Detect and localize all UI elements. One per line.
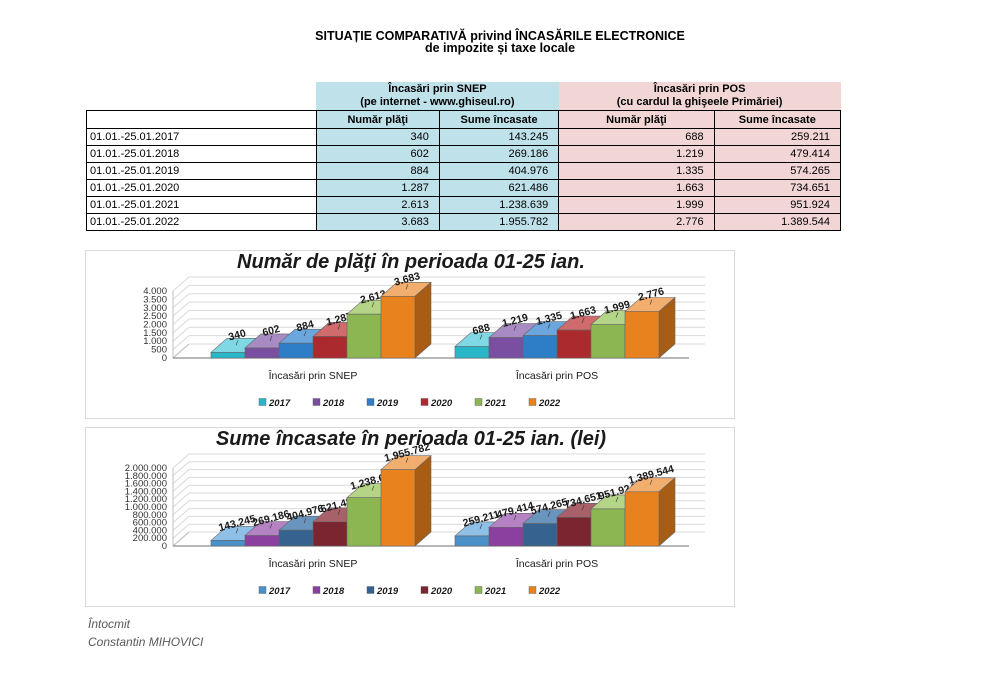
svg-text:2021: 2021 xyxy=(484,398,506,409)
svg-text:2019: 2019 xyxy=(376,398,399,409)
svg-text:2.000.000: 2.000.000 xyxy=(125,463,167,474)
svg-text:2018: 2018 xyxy=(322,586,345,597)
svg-text:Număr de plăţi în perioada 01-: Număr de plăţi în perioada 01-25 ian. xyxy=(237,251,585,273)
svg-text:2021: 2021 xyxy=(484,586,506,597)
svg-text:Încasări prin POS: Încasări prin POS xyxy=(515,369,598,382)
svg-text:2017: 2017 xyxy=(268,586,291,597)
svg-text:Încasări prin SNEP: Încasări prin SNEP xyxy=(268,369,358,382)
svg-text:Încasări prin SNEP: Încasări prin SNEP xyxy=(268,557,358,570)
svg-text:2022: 2022 xyxy=(538,398,561,409)
svg-text:2018: 2018 xyxy=(322,398,345,409)
svg-text:2019: 2019 xyxy=(376,586,399,597)
svg-text:2017: 2017 xyxy=(268,398,291,409)
svg-text:2022: 2022 xyxy=(538,586,561,597)
svg-text:2020: 2020 xyxy=(430,586,453,597)
svg-text:4.000: 4.000 xyxy=(143,286,167,297)
svg-text:Încasări prin POS: Încasări prin POS xyxy=(515,557,598,570)
svg-text:2020: 2020 xyxy=(430,398,453,409)
